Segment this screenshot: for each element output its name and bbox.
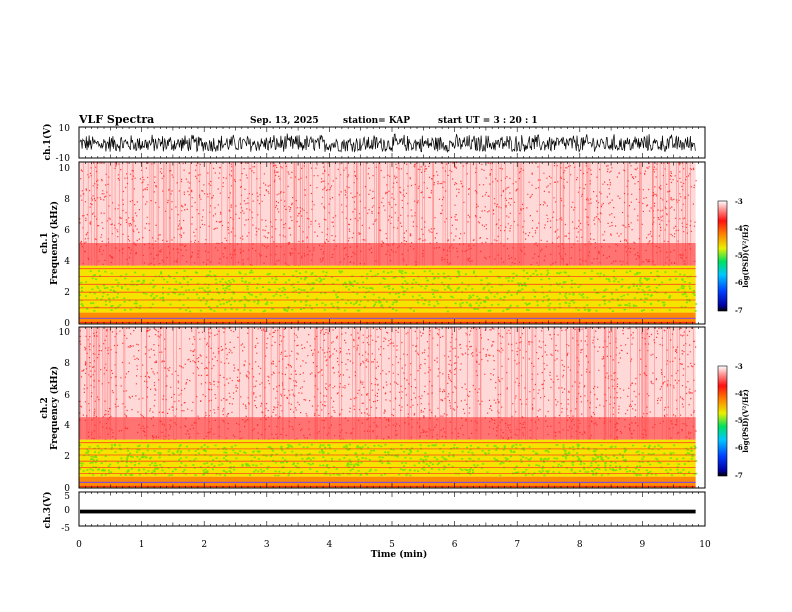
ch1-cb-tick-m7: -7 <box>735 306 743 315</box>
x-tick-label: 8 <box>577 540 583 550</box>
ch3-ytick-top: 5 <box>64 492 70 502</box>
ch1-cb-tick-m3: -3 <box>735 197 743 206</box>
spectrogram-band-lines <box>79 268 696 309</box>
x-tick-label: 0 <box>76 540 82 550</box>
ch2-cb-tick-m6: -6 <box>735 443 743 452</box>
spectrogram-vertical-streaks <box>80 327 694 456</box>
x-tick-label: 9 <box>640 540 646 550</box>
spectrogram-band-lines <box>79 442 696 474</box>
panel-tick-marks <box>78 127 706 526</box>
ch3-waveform-band <box>80 509 696 514</box>
spectrogram-green-patches <box>79 269 698 313</box>
x-axis-label: Time (min) <box>371 549 428 560</box>
start-time-label: start UT = 3 : 20 : 1 <box>438 116 538 126</box>
ch2-spectrogram-ylabel-channel: ch.2 <box>40 397 50 418</box>
ch1-freq-tick-8: 8 <box>64 195 70 205</box>
spectrogram-yellow-band <box>79 439 696 477</box>
ch2-cb-tick-m7: -7 <box>735 471 743 480</box>
ch2-freq-tick-4: 4 <box>64 421 70 431</box>
ch2-spectrogram-panel: 0 2 4 6 8 10 ch.2 Frequency (kHz) <box>40 326 706 494</box>
ch2-colorbar-label: log(PSD)(V²/Hz) <box>741 389 750 453</box>
station-label: station= KAP <box>343 116 410 126</box>
ch2-freq-tick-2: 2 <box>64 452 70 462</box>
ch1-freq-tick-2: 2 <box>64 288 70 298</box>
x-tick-label: 6 <box>452 540 458 550</box>
x-tick-label: 3 <box>264 540 270 550</box>
ch2-cb-tick-m5: -5 <box>735 416 743 425</box>
ch1-cb-tick-m4: -4 <box>735 224 743 233</box>
x-tick-label: 4 <box>327 540 333 550</box>
spectrogram-vertical-streaks <box>83 162 691 292</box>
ch1-colorbar-label: log(PSD)(V²/Hz) <box>741 224 750 288</box>
ch1-freq-tick-4: 4 <box>64 257 70 267</box>
ch2-colorbar: -3 -4 -5 -6 -7 log(PSD)(V²/Hz) <box>717 362 750 480</box>
tick-mark-set <box>78 127 706 526</box>
ch2-freq-tick-6: 6 <box>64 391 70 401</box>
ch1-waveform-trace <box>79 133 696 153</box>
x-tick-label: 10 <box>699 540 711 550</box>
ch1-spectrogram-image <box>79 162 698 324</box>
ch2-colorbar-scale <box>717 365 728 477</box>
ch2-freq-tick-8: 8 <box>64 359 70 369</box>
ch3-waveform-ylabel: ch.3(V) <box>42 492 53 529</box>
ch1-cb-tick-m5: -5 <box>735 251 743 260</box>
x-tick-label: 5 <box>389 540 395 550</box>
figure-title: VLF Spectra <box>78 113 154 126</box>
ch1-cb-tick-m6: -6 <box>735 278 743 287</box>
ch2-cb-tick-m4: -4 <box>735 389 743 398</box>
ch1-colorbar-scale <box>717 200 728 312</box>
ch1-spectrogram-ylabel-channel: ch.1 <box>40 232 50 253</box>
ch3-ytick-mid: 0 <box>64 506 70 516</box>
ch2-spectrogram-ylabel-freq: Frequency (kHz) <box>49 366 60 450</box>
date-label: Sep. 13, 2025 <box>250 116 319 126</box>
x-tick-label: 2 <box>201 540 207 550</box>
ch1-freq-tick-10: 10 <box>59 164 71 174</box>
ch2-freq-tick-0: 0 <box>64 484 70 494</box>
ch1-freq-tick-6: 6 <box>64 226 70 236</box>
ch1-colorbar: -3 -4 -5 -6 -7 log(PSD)(V²/Hz) <box>717 197 750 315</box>
ch1-spectrogram-panel: 0 2 4 6 8 10 ch.1 Frequency (kHz) <box>40 161 706 329</box>
ch1-spectrogram-ylabel-freq: Frequency (kHz) <box>49 201 60 285</box>
ch3-waveform-panel: 5 0 -5 ch.3(V) <box>42 491 706 534</box>
ch1-freq-tick-0: 0 <box>64 319 70 329</box>
ch1-waveform-line <box>79 133 696 153</box>
spectrogram-green-patches <box>79 443 698 477</box>
ch2-spectrogram-image <box>79 327 698 488</box>
ch3-waveform-frame <box>78 491 706 527</box>
x-tick-label: 7 <box>514 540 520 550</box>
ch3-waveform-trace <box>80 509 696 514</box>
ch2-freq-tick-10: 10 <box>59 328 71 338</box>
ch1-waveform-ylabel: ch.1(V) <box>42 124 53 161</box>
x-axis-tick-labels: 0 1 2 3 4 5 6 7 8 9 10 <box>76 540 711 550</box>
ch1-ytick-top: 10 <box>59 124 71 134</box>
x-tick-label: 1 <box>139 540 145 550</box>
ch2-cb-tick-m3: -3 <box>735 362 743 371</box>
ch3-ytick-bottom: -5 <box>61 524 70 534</box>
spectrogram-red-zone <box>79 417 696 440</box>
ch1-ytick-bottom: -10 <box>56 154 71 164</box>
